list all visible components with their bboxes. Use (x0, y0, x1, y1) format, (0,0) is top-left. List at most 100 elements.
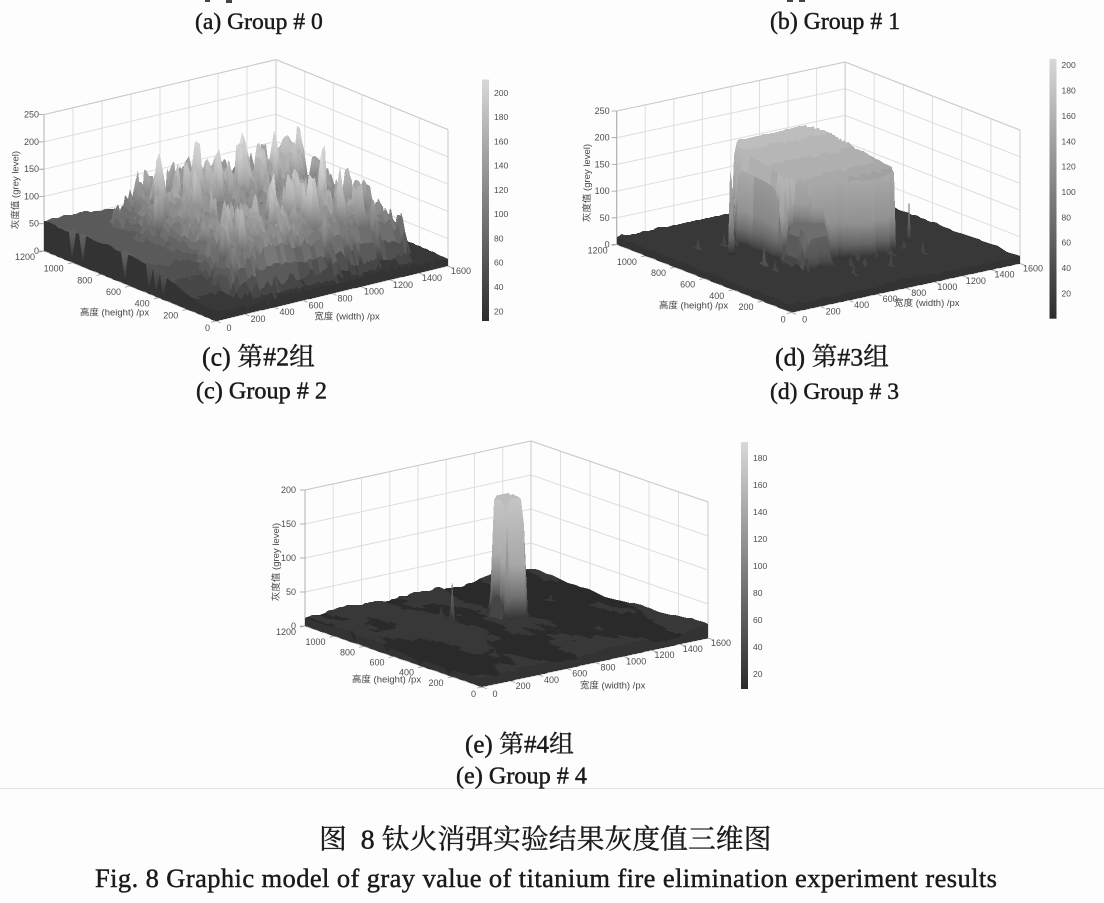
svg-text:1000: 1000 (626, 656, 646, 666)
svg-text:100: 100 (494, 209, 508, 219)
svg-text:600: 600 (883, 294, 898, 304)
svg-text:50: 50 (29, 219, 39, 229)
svg-text:180: 180 (1062, 86, 1076, 96)
svg-text:(b) Group # 1: (b) Group # 1 (770, 9, 900, 35)
svg-text:400: 400 (399, 668, 414, 678)
svg-text:80: 80 (1062, 212, 1072, 222)
svg-text:100: 100 (595, 186, 610, 196)
svg-text:1200: 1200 (15, 252, 35, 262)
svg-text:600: 600 (106, 287, 121, 297)
svg-text:1200: 1200 (276, 627, 296, 637)
svg-text:150: 150 (281, 519, 296, 529)
svg-text:0: 0 (781, 315, 786, 325)
svg-text:1200: 1200 (393, 280, 413, 290)
svg-text:(grey level): (grey level) (582, 144, 593, 194)
svg-text:800: 800 (337, 294, 352, 304)
svg-text:(d) Group # 3: (d) Group # 3 (770, 379, 899, 405)
svg-text:180: 180 (494, 112, 508, 122)
svg-text:#3: #3 (837, 342, 863, 371)
svg-text:(a) Group # 0: (a) Group # 0 (195, 9, 323, 35)
svg-text:200: 200 (494, 88, 508, 98)
svg-text:40: 40 (1062, 263, 1072, 273)
svg-text:1600: 1600 (451, 266, 471, 276)
svg-text:1200: 1200 (588, 246, 608, 256)
svg-text:(height) /px: (height) /px (99, 308, 149, 319)
svg-text:#2: #2 (263, 342, 289, 371)
svg-text:50: 50 (600, 213, 610, 223)
svg-text:200: 200 (826, 306, 841, 316)
svg-text:40: 40 (494, 282, 504, 292)
svg-text:400: 400 (279, 307, 294, 317)
svg-text:60: 60 (494, 258, 504, 268)
svg-text:160: 160 (494, 136, 508, 146)
svg-text:1200: 1200 (966, 276, 986, 286)
svg-text:0: 0 (471, 689, 476, 699)
svg-text:140: 140 (1062, 136, 1076, 146)
svg-text:(grey level): (grey level) (271, 523, 282, 573)
svg-text:0: 0 (605, 240, 610, 250)
svg-text:250: 250 (595, 106, 610, 116)
svg-text:1600: 1600 (1023, 264, 1043, 274)
svg-text:160: 160 (753, 480, 767, 490)
svg-text:(grey level): (grey level) (11, 151, 22, 201)
svg-text:1000: 1000 (364, 287, 384, 297)
svg-text:800: 800 (340, 647, 355, 657)
svg-text:1000: 1000 (44, 264, 64, 274)
svg-text:0: 0 (291, 621, 296, 631)
svg-text:(c) Group # 2: (c) Group # 2 (196, 378, 327, 405)
svg-text:Fig. 8 Graphic model of: Fig. 8 Graphic model of gray value of ti… (95, 863, 997, 893)
svg-text:160: 160 (1062, 111, 1076, 121)
svg-text:100: 100 (753, 561, 767, 571)
svg-text:100: 100 (281, 553, 296, 563)
svg-text:(height) /px: (height) /px (678, 301, 728, 312)
svg-text:1000: 1000 (937, 282, 957, 292)
svg-text:120: 120 (1062, 162, 1076, 172)
svg-text:150: 150 (595, 159, 610, 169)
svg-text:#4: #4 (524, 731, 550, 758)
svg-text:200: 200 (595, 133, 610, 143)
svg-text:60: 60 (1062, 238, 1072, 248)
svg-text:800: 800 (651, 268, 666, 278)
svg-text:400: 400 (135, 299, 150, 309)
svg-text:200: 200 (738, 302, 753, 312)
svg-text:600: 600 (680, 280, 695, 290)
svg-text:1000: 1000 (617, 257, 637, 267)
svg-text:0: 0 (34, 246, 39, 256)
svg-text:20: 20 (1062, 288, 1072, 298)
svg-text:140: 140 (753, 507, 767, 517)
svg-text:20: 20 (753, 669, 763, 679)
svg-text:1400: 1400 (683, 644, 703, 654)
svg-text:800: 800 (600, 663, 615, 673)
svg-text:80: 80 (494, 234, 504, 244)
svg-text:80: 80 (753, 588, 763, 598)
svg-text:180: 180 (753, 453, 767, 463)
svg-text:400: 400 (854, 300, 869, 310)
svg-text:200: 200 (428, 678, 443, 688)
svg-text:150: 150 (24, 164, 39, 174)
svg-text:0: 0 (205, 323, 210, 333)
svg-text:400: 400 (544, 675, 559, 685)
svg-text:800: 800 (77, 275, 92, 285)
svg-text:(width) /px: (width) /px (333, 312, 380, 323)
svg-text:1400: 1400 (422, 273, 442, 283)
svg-text:40: 40 (753, 642, 763, 652)
svg-text:(width) /px: (width) /px (913, 298, 960, 309)
svg-text:1200: 1200 (654, 650, 674, 660)
svg-text:600: 600 (572, 669, 587, 679)
svg-text:200: 200 (24, 137, 39, 147)
svg-text:400: 400 (709, 291, 724, 301)
svg-text:200: 200 (516, 681, 531, 691)
svg-text:(d): (d) (775, 342, 812, 371)
svg-text:200: 200 (163, 310, 178, 320)
svg-text:0: 0 (226, 323, 231, 333)
svg-text:100: 100 (24, 191, 39, 201)
svg-text:200: 200 (250, 314, 265, 324)
svg-text:100: 100 (1062, 187, 1076, 197)
svg-text:(e): (e) (465, 731, 499, 758)
svg-text:1000: 1000 (305, 637, 325, 647)
svg-text:20: 20 (494, 306, 504, 316)
svg-text:800: 800 (911, 288, 926, 298)
svg-text:200: 200 (281, 485, 296, 495)
svg-text:140: 140 (494, 161, 508, 171)
svg-text:1400: 1400 (994, 270, 1014, 280)
